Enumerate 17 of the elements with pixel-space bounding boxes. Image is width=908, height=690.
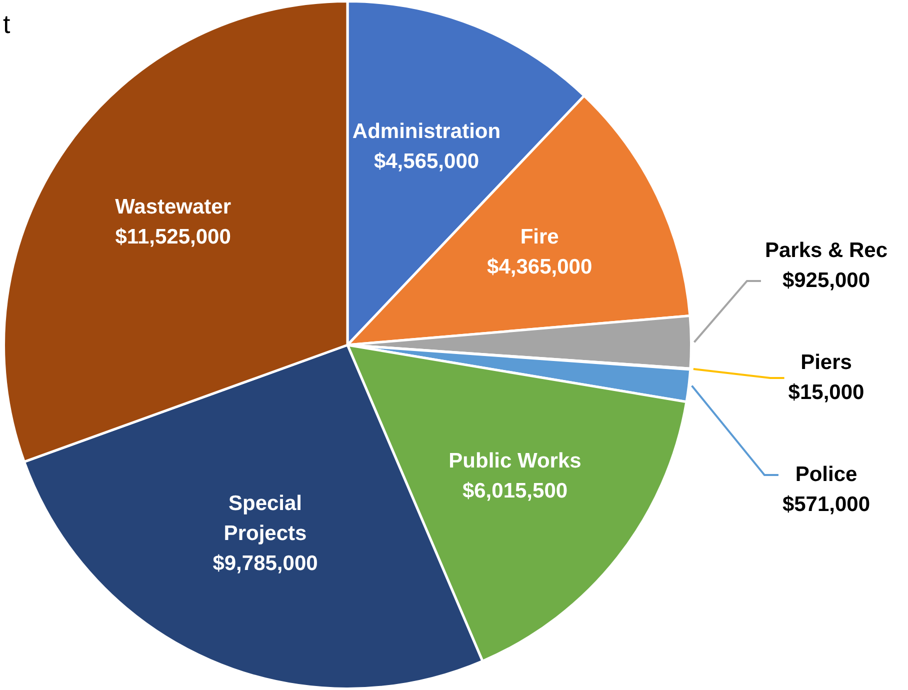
slice-label: Public Works: [448, 450, 582, 473]
slice-label: Piers: [800, 350, 852, 374]
slice-label: Police: [795, 462, 858, 486]
text: t: [3, 9, 11, 40]
data-label: $9,785,000: [212, 552, 318, 575]
data-label: $571,000: [782, 492, 870, 516]
data-label: $4,565,000: [374, 150, 480, 173]
data-label: $15,000: [788, 380, 864, 404]
slice-label: Administration: [352, 120, 501, 143]
data-label: $11,525,000: [115, 225, 231, 248]
slice-label: Wastewater: [115, 195, 232, 218]
data-label: $4,365,000: [487, 255, 592, 278]
slice-label: Parks & Rec: [764, 238, 888, 262]
data-label: $925,000: [782, 268, 870, 292]
slice-label: Fire: [520, 225, 559, 248]
slice-label: Special Projects: [224, 492, 307, 545]
data-label: $6,015,500: [462, 480, 568, 503]
